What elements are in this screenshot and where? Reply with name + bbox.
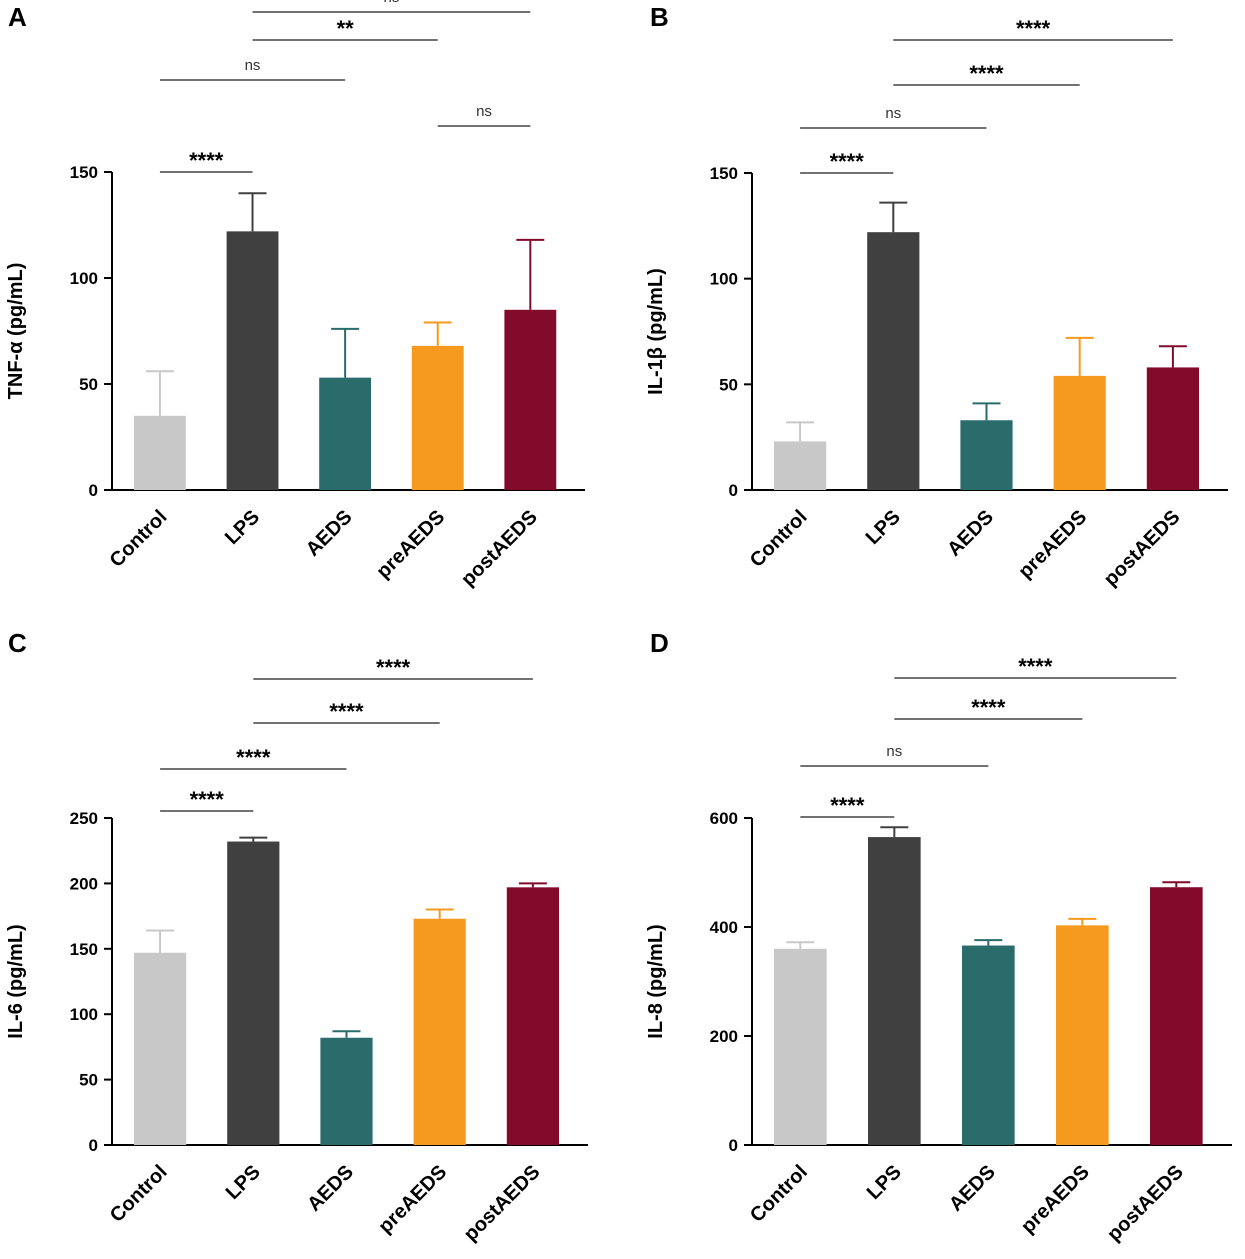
x-tick-label: AEDS bbox=[303, 1161, 358, 1216]
bar-postaeds bbox=[504, 309, 557, 490]
x-tick-label: LPS bbox=[221, 506, 264, 549]
panel-a: A 0 50 100 150 TNF-α (pg/mL) Control LPS AEDS pre… bbox=[5, 0, 585, 591]
y-axis-title: IL-1β (pg/mL) bbox=[645, 268, 667, 395]
panel-label: D bbox=[650, 628, 669, 658]
bar-postaeds bbox=[1146, 367, 1199, 490]
x-tick-label: LPS bbox=[863, 1161, 906, 1204]
y-axis-title: TNF-α (pg/mL) bbox=[5, 263, 27, 400]
significance-label: **** bbox=[971, 695, 1006, 720]
bar-lps bbox=[226, 231, 279, 491]
bar-aeds bbox=[960, 420, 1013, 490]
x-tick-label: AEDS bbox=[945, 1161, 1000, 1216]
x-tick-label: postAEDS bbox=[457, 506, 542, 591]
y-tick-label: 0 bbox=[89, 481, 98, 500]
bar-control bbox=[134, 952, 187, 1145]
x-tick-label: preAEDS bbox=[374, 1161, 451, 1238]
significance-label: ns bbox=[384, 0, 400, 6]
panel-label: C bbox=[8, 628, 27, 658]
significance-label: **** bbox=[189, 148, 224, 173]
y-tick-label: 0 bbox=[729, 481, 738, 500]
significance-label: **** bbox=[830, 149, 865, 174]
significance-label: ns bbox=[885, 105, 901, 122]
bar-postaeds bbox=[506, 887, 559, 1145]
x-tick-label: preAEDS bbox=[1017, 1161, 1094, 1238]
panel-c: C 0 50 100 150 200 250 IL-6 (pg/mL) Control LPS AE… bbox=[5, 628, 588, 1246]
significance-label: **** bbox=[376, 655, 411, 680]
significance-label: **** bbox=[1018, 654, 1053, 679]
y-tick-label: 50 bbox=[79, 1071, 98, 1090]
y-tick-label: 100 bbox=[70, 1005, 98, 1024]
y-tick-label: 200 bbox=[710, 1027, 738, 1046]
x-tick-label: postAEDS bbox=[1100, 506, 1185, 591]
panel-label: B bbox=[650, 2, 669, 32]
y-tick-label: 250 bbox=[70, 809, 98, 828]
bar-preaeds bbox=[411, 345, 464, 490]
y-axis-title: IL-8 (pg/mL) bbox=[645, 924, 667, 1038]
significance-label: ns bbox=[476, 103, 492, 120]
bar-lps bbox=[227, 841, 280, 1145]
significance-label: **** bbox=[969, 61, 1004, 86]
x-tick-label: LPS bbox=[862, 506, 905, 549]
x-tick-label: Control bbox=[746, 506, 812, 572]
y-tick-label: 50 bbox=[79, 375, 98, 394]
x-tick-label: AEDS bbox=[302, 506, 357, 561]
panel-b: B 0 50 100 150 IL-1β (pg/mL) Control LPS AEDS pre… bbox=[645, 2, 1228, 591]
x-tick-label: LPS bbox=[222, 1161, 265, 1204]
y-tick-label: 0 bbox=[729, 1136, 738, 1155]
significance-label: **** bbox=[1016, 16, 1051, 41]
bar-preaeds bbox=[413, 918, 466, 1145]
significance-label: **** bbox=[830, 793, 865, 818]
bar-aeds bbox=[319, 377, 372, 490]
bar-lps bbox=[867, 232, 920, 490]
y-axis-title: IL-6 (pg/mL) bbox=[5, 924, 27, 1038]
bar-control bbox=[134, 415, 186, 490]
bar-aeds bbox=[962, 945, 1015, 1145]
x-tick-label: Control bbox=[106, 1161, 172, 1227]
x-tick-label: Control bbox=[106, 506, 172, 572]
y-tick-label: 200 bbox=[70, 874, 98, 893]
y-tick-label: 100 bbox=[70, 269, 98, 288]
y-tick-label: 150 bbox=[70, 163, 98, 182]
bar-postaeds bbox=[1150, 887, 1203, 1145]
x-tick-label: AEDS bbox=[943, 506, 998, 561]
y-tick-label: 0 bbox=[89, 1136, 98, 1155]
y-tick-label: 150 bbox=[70, 940, 98, 959]
significance-label: **** bbox=[329, 699, 364, 724]
panel-d: D 0 200 400 600 IL-8 (pg/mL) Control LPS AEDS pre… bbox=[645, 628, 1232, 1246]
significance-label: ** bbox=[337, 16, 355, 41]
x-tick-label: preAEDS bbox=[1014, 506, 1091, 583]
bar-aeds bbox=[320, 1037, 373, 1145]
y-tick-label: 100 bbox=[710, 270, 738, 289]
bar-preaeds bbox=[1056, 925, 1109, 1145]
x-tick-label: postAEDS bbox=[1103, 1161, 1188, 1246]
x-tick-label: preAEDS bbox=[372, 506, 449, 583]
bar-lps bbox=[868, 837, 921, 1145]
significance-label: **** bbox=[236, 745, 271, 770]
y-tick-label: 50 bbox=[719, 375, 738, 394]
x-tick-label: postAEDS bbox=[460, 1161, 545, 1246]
y-tick-label: 150 bbox=[710, 164, 738, 183]
y-tick-label: 400 bbox=[710, 918, 738, 937]
bar-preaeds bbox=[1053, 375, 1106, 490]
significance-label: ns bbox=[886, 743, 902, 760]
x-tick-label: Control bbox=[746, 1161, 812, 1227]
significance-label: **** bbox=[190, 787, 225, 812]
panel-label: A bbox=[8, 2, 27, 32]
bar-control bbox=[774, 948, 827, 1145]
y-tick-label: 600 bbox=[710, 809, 738, 828]
bar-control bbox=[774, 441, 827, 490]
significance-label: ns bbox=[245, 57, 261, 74]
